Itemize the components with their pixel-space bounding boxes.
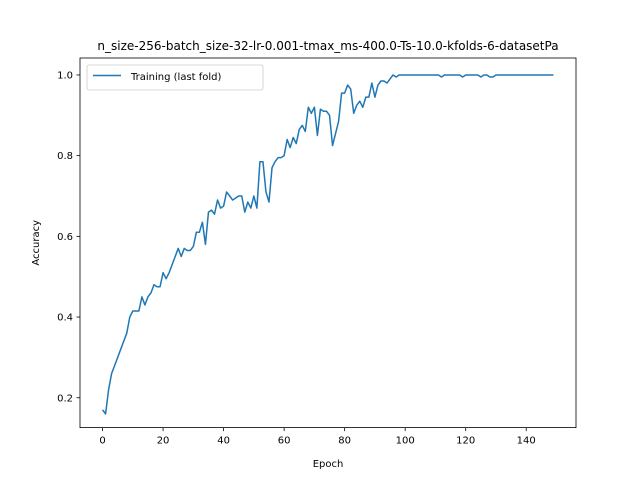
x-tick-label: 80 (338, 436, 351, 447)
x-tick-label: 120 (456, 436, 475, 447)
chart-title: n_size-256-batch_size-32-lr-0.001-tmax_m… (97, 39, 558, 53)
plot-area (80, 58, 576, 428)
x-tick-label: 40 (217, 436, 230, 447)
y-tick-label: 0.6 (57, 232, 73, 243)
x-tick-label: 0 (99, 436, 105, 447)
x-axis-ticks: 0 20 40 60 80 100 120 140 (99, 427, 536, 447)
x-tick-label: 20 (157, 436, 170, 447)
y-axis-label: Accuracy (31, 220, 42, 266)
series-lines (101, 74, 554, 415)
y-tick-label: 0.4 (57, 313, 73, 324)
legend: Training (last fold) (86, 64, 264, 91)
x-axis-label: Epoch (313, 459, 344, 470)
y-tick-label: 1.0 (57, 71, 73, 82)
y-tick-label: 0.2 (57, 393, 73, 404)
x-tick-label: 140 (517, 436, 536, 447)
legend-label: Training (last fold) (130, 72, 222, 83)
y-tick-label: 0.8 (57, 151, 73, 162)
x-tick-label: 100 (396, 436, 415, 447)
series-line-training (101, 74, 554, 415)
x-tick-label: 60 (278, 436, 291, 447)
legend-box (86, 64, 264, 91)
y-axis-ticks: 0.2 0.4 0.6 0.8 1.0 (57, 71, 80, 404)
plot-frame (79, 57, 577, 429)
